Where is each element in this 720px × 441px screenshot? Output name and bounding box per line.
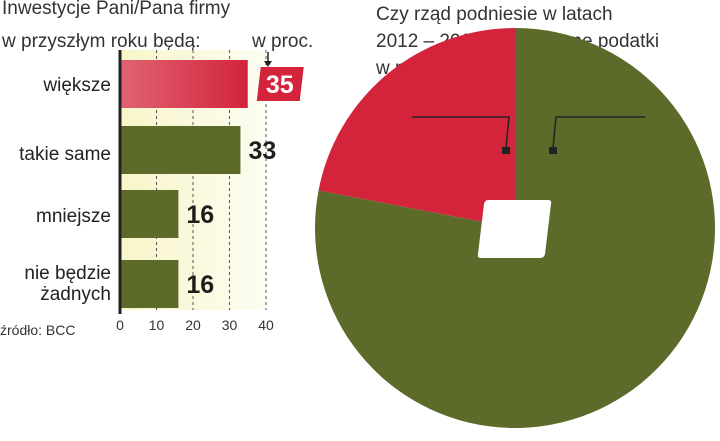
bar-chart-title-line-2: w przyszłym roku będą: [2,31,201,52]
value-label-0: 35 [266,71,294,99]
pie-chart-title-line-1: Czy rząd podniesie w latach [376,4,613,25]
category-label-takie-same: takie same [19,144,111,165]
bar-chart-title-line-1: Inwestycje Pani/Pana firmy [2,0,231,19]
value-box-0 [256,67,304,101]
category-label-wieksze: większe [43,75,111,96]
x-tick-label-30: 30 [222,317,238,333]
unit-label: w proc. [252,31,314,52]
x-tick-label-0: 0 [116,317,124,333]
category-label-mniejsze: mniejsze [36,206,111,227]
category-label-nie-bedzie-line-1: nie będzie [24,263,111,284]
value-label-1: 33 [248,137,276,165]
leader-line-tak [552,116,645,149]
value-label-2: 16 [186,201,214,229]
leader-marker-nie [502,147,510,154]
bar-1 [120,126,241,174]
x-tick-label-20: 20 [185,317,201,333]
unit-arrow-head [264,61,272,67]
source-label: źródło: BCC [0,322,76,338]
bar-2 [120,190,179,238]
category-label-nie-bedzie-line-2: żadnych [40,284,111,305]
bar-0 [120,60,248,108]
bar-3 [120,260,179,308]
leader-line-nie [412,116,510,149]
x-tick-label-10: 10 [149,317,165,333]
x-tick-label-40: 40 [258,317,274,333]
pie-slice-nie [318,28,515,228]
donut-hole [477,200,552,258]
leader-marker-tak [549,147,557,154]
value-label-3: 16 [186,271,214,299]
